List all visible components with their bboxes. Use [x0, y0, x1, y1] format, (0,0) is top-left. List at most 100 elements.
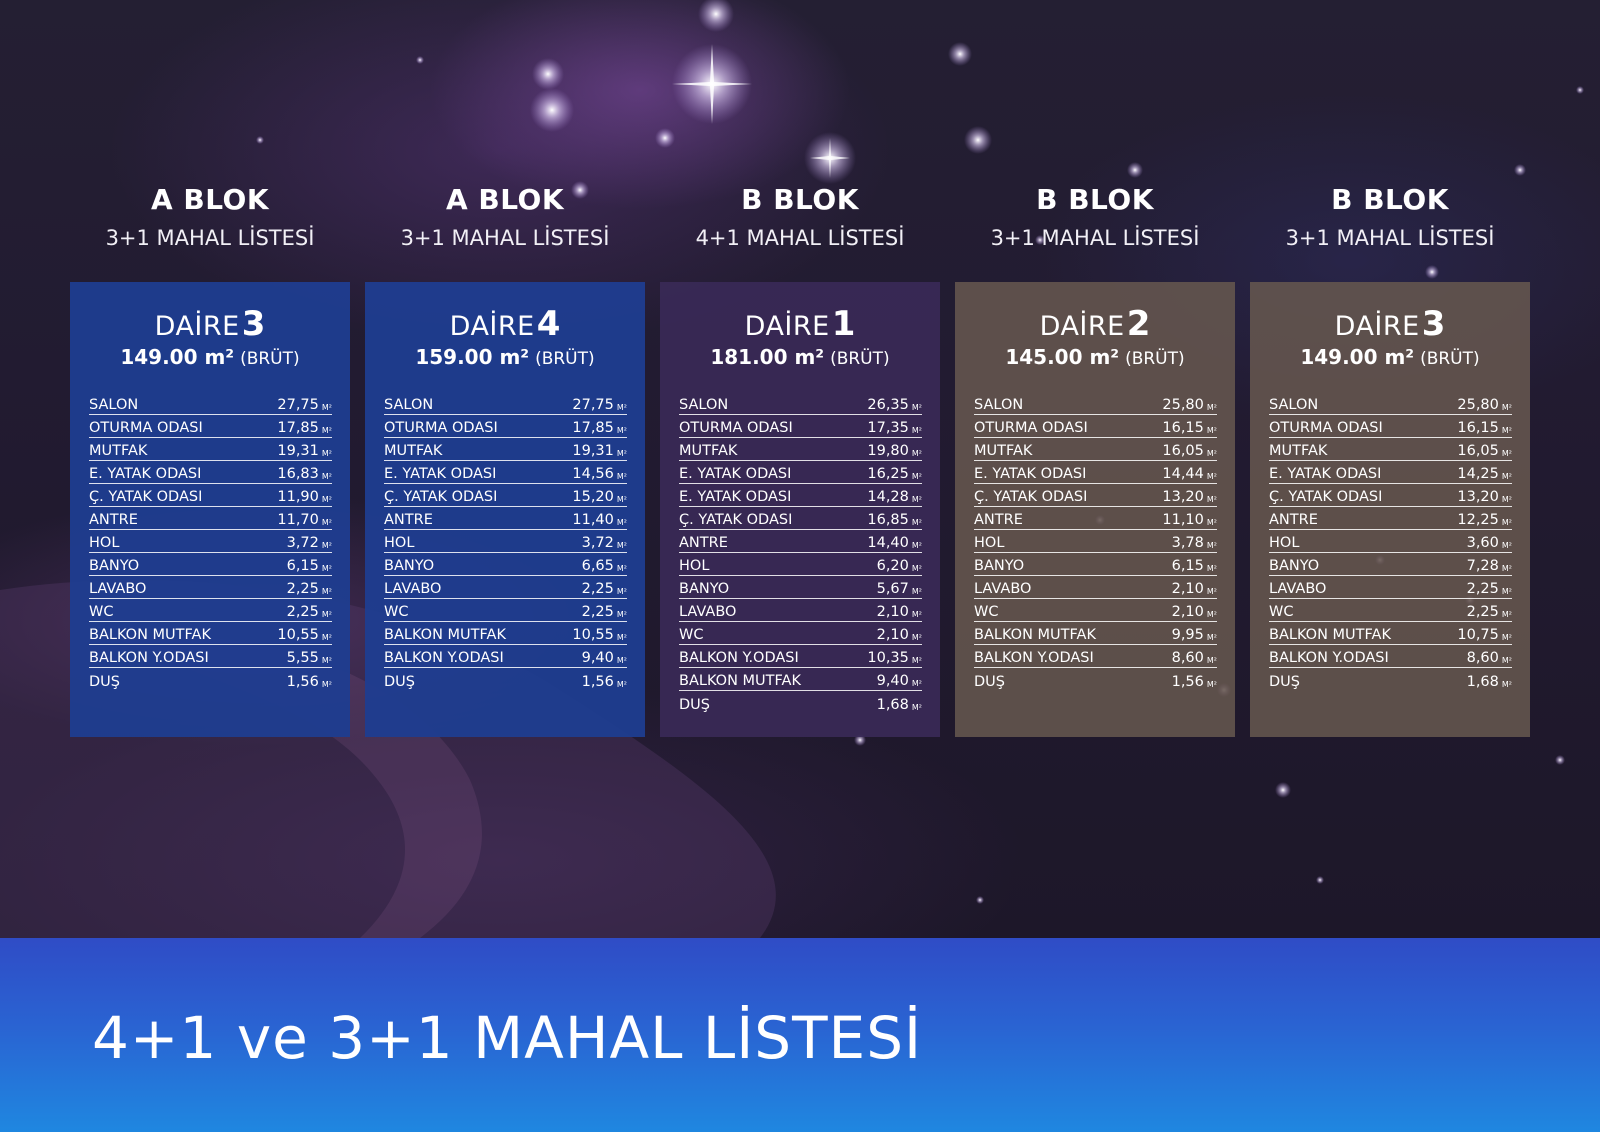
unit-label: M² [321, 610, 332, 619]
unit-label: M² [1501, 541, 1512, 550]
room-row: BALKON Y.ODASI 5,55 M² [89, 645, 332, 668]
room-name: OTURMA ODASI [974, 420, 1088, 436]
room-row: BALKON MUTFAK 9,40 M² [679, 668, 922, 691]
unit-label: M² [1206, 518, 1217, 527]
room-name: LAVABO [1269, 581, 1327, 597]
brut-label: (BRÜT) [240, 349, 300, 369]
room-area: 15,20 M² [572, 489, 627, 505]
room-row: BANYO 6,15 M² [974, 553, 1217, 576]
room-area-value: 16,25 [867, 466, 909, 482]
room-area: 2,25 M² [1467, 604, 1512, 620]
room-name: Ç. YATAK ODASI [1269, 489, 1383, 505]
room-area-value: 14,28 [867, 489, 909, 505]
room-name: E. YATAK ODASI [89, 466, 202, 482]
unit-label: M² [321, 518, 332, 527]
room-row: BANYO 6,65 M² [384, 553, 627, 576]
unit-label: M² [1501, 656, 1512, 665]
room-row: E. YATAK ODASI 14,56 M² [384, 461, 627, 484]
room-area-value: 2,10 [1171, 604, 1204, 620]
room-area-value: 17,85 [277, 420, 319, 436]
room-area: 16,85 M² [867, 512, 922, 528]
unit-label: M² [1501, 587, 1512, 596]
room-row: WC 2,10 M² [974, 599, 1217, 622]
room-row: DUŞ 1,56 M² [89, 668, 332, 691]
unit-label: M² [616, 610, 627, 619]
unit-label: M² [1501, 564, 1512, 573]
area-value: 149.00 m² [1300, 345, 1415, 369]
room-area: 6,15 M² [1172, 558, 1217, 574]
daire-number: 4 [536, 304, 561, 344]
room-name: LAVABO [89, 581, 147, 597]
unit-label: M² [911, 518, 922, 527]
brut-label: (BRÜT) [535, 349, 595, 369]
room-area: 1,56 M² [1172, 674, 1217, 690]
room-row: BALKON Y.ODASI 8,60 M² [974, 645, 1217, 668]
unit-label: M² [911, 679, 922, 688]
room-row: ANTRE 12,25 M² [1269, 507, 1512, 530]
room-name: Ç. YATAK ODASI [974, 489, 1088, 505]
room-name: HOL [679, 558, 710, 574]
room-area-value: 10,35 [867, 650, 909, 666]
room-name: ANTRE [1269, 512, 1318, 528]
room-name: WC [1269, 604, 1294, 620]
room-row: OTURMA ODASI 16,15 M² [974, 415, 1217, 438]
room-name: E. YATAK ODASI [679, 489, 792, 505]
room-area-value: 16,83 [277, 466, 319, 482]
room-area: 16,05 M² [1457, 443, 1512, 459]
brut-label: (BRÜT) [1420, 349, 1480, 369]
room-area-value: 10,55 [572, 627, 614, 643]
room-area-value: 11,90 [277, 489, 319, 505]
room-name: LAVABO [384, 581, 442, 597]
room-area: 25,80 M² [1162, 397, 1217, 413]
room-name: BALKON MUTFAK [384, 627, 506, 643]
room-area-value: 19,31 [572, 443, 614, 459]
room-name: DUŞ [89, 674, 120, 690]
unit-label: M² [321, 633, 332, 642]
daire-number: 2 [1126, 304, 1151, 344]
unit-label: M² [911, 610, 922, 619]
room-area: 11,40 M² [572, 512, 627, 528]
unit-label: M² [321, 587, 332, 596]
room-row: BALKON Y.ODASI 10,35 M² [679, 645, 922, 668]
unit-label: M² [321, 495, 332, 504]
room-area: 14,25 M² [1457, 466, 1512, 482]
room-name: LAVABO [679, 604, 737, 620]
bottom-banner [0, 938, 1600, 1132]
unit-label: M² [616, 656, 627, 665]
room-row: Ç. YATAK ODASI 13,20 M² [1269, 484, 1512, 507]
room-row: DUŞ 1,68 M² [679, 691, 922, 714]
unit-label: M² [616, 449, 627, 458]
room-area: 11,10 M² [1162, 512, 1217, 528]
room-row: SALON 25,80 M² [1269, 392, 1512, 415]
room-area-value: 3,60 [1466, 535, 1499, 551]
room-row: LAVABO 2,25 M² [89, 576, 332, 599]
room-row: Ç. YATAK ODASI 13,20 M² [974, 484, 1217, 507]
room-area-value: 13,20 [1457, 489, 1499, 505]
room-row: WC 2,25 M² [1269, 599, 1512, 622]
room-row: OTURMA ODASI 17,85 M² [384, 415, 627, 438]
mahal-subtitle: 3+1 MAHAL LİSTESİ [990, 226, 1200, 250]
room-name: OTURMA ODASI [89, 420, 203, 436]
room-row: SALON 27,75 M² [384, 392, 627, 415]
room-area-value: 19,31 [277, 443, 319, 459]
room-area: 17,85 M² [572, 420, 627, 436]
room-area: 12,25 M² [1457, 512, 1512, 528]
unit-label: M² [911, 403, 922, 412]
room-area: 2,25 M² [1467, 581, 1512, 597]
room-area: 5,55 M² [287, 650, 332, 666]
unit-label: M² [1206, 472, 1217, 481]
room-name: DUŞ [384, 674, 415, 690]
unit-label: M² [1501, 518, 1512, 527]
blok-title: A BLOK [445, 183, 565, 216]
mahal-subtitle: 3+1 MAHAL LİSTESİ [105, 226, 315, 250]
unit-label: M² [1501, 633, 1512, 642]
area-value: 145.00 m² [1005, 345, 1120, 369]
room-name: MUTFAK [384, 443, 443, 459]
room-name: HOL [974, 535, 1005, 551]
room-area: 6,15 M² [287, 558, 332, 574]
room-area: 10,55 M² [572, 627, 627, 643]
room-name: WC [679, 627, 704, 643]
page-title: 4+1 ve 3+1 MAHAL LİSTESİ [92, 1004, 923, 1072]
room-row: LAVABO 2,10 M² [974, 576, 1217, 599]
room-area-value: 7,28 [1466, 558, 1499, 574]
